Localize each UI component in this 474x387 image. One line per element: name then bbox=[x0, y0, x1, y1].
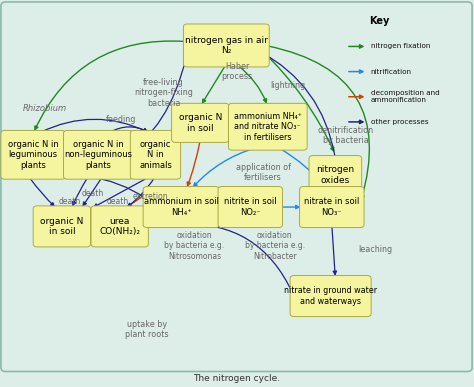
Text: nitrogen gas in air
N₂: nitrogen gas in air N₂ bbox=[185, 36, 268, 55]
Text: nitrate in soil
NO₃⁻: nitrate in soil NO₃⁻ bbox=[304, 197, 359, 217]
FancyBboxPatch shape bbox=[309, 156, 362, 195]
Text: organic N
in soil: organic N in soil bbox=[179, 113, 222, 133]
Text: free-living
nitrogen-fixing
bacteria: free-living nitrogen-fixing bacteria bbox=[134, 78, 193, 108]
Text: nitrate in ground water
and waterways: nitrate in ground water and waterways bbox=[284, 286, 377, 306]
Text: denitrification
by bacteria: denitrification by bacteria bbox=[318, 126, 374, 145]
Text: organic N
in soil: organic N in soil bbox=[40, 217, 83, 236]
FancyBboxPatch shape bbox=[130, 130, 181, 179]
Text: organic
N in
animals: organic N in animals bbox=[139, 140, 172, 170]
FancyBboxPatch shape bbox=[300, 187, 364, 228]
Text: death: death bbox=[59, 197, 81, 206]
Text: Haber
process: Haber process bbox=[221, 62, 253, 81]
Text: organic N in
non-leguminous
plants: organic N in non-leguminous plants bbox=[64, 140, 132, 170]
Text: death: death bbox=[82, 189, 103, 198]
Text: death: death bbox=[107, 197, 128, 206]
Text: ammonium NH₄⁺
and nitrate NO₃⁻
in fertilisers: ammonium NH₄⁺ and nitrate NO₃⁻ in fertil… bbox=[234, 112, 302, 142]
Text: Key: Key bbox=[369, 16, 389, 26]
FancyBboxPatch shape bbox=[172, 103, 229, 142]
Text: urea
CO(NH₂)₂: urea CO(NH₂)₂ bbox=[99, 217, 140, 236]
Text: feeding: feeding bbox=[106, 115, 136, 125]
Text: nitrification: nitrification bbox=[371, 68, 411, 75]
Text: nitrogen
oxides: nitrogen oxides bbox=[316, 165, 355, 185]
Text: excretion: excretion bbox=[133, 192, 169, 201]
Text: ammonium in soil
NH₄⁺: ammonium in soil NH₄⁺ bbox=[144, 197, 219, 217]
Text: nitrogen fixation: nitrogen fixation bbox=[371, 43, 430, 50]
Text: The nitrogen cycle.: The nitrogen cycle. bbox=[193, 374, 281, 383]
Text: organic N in
leguminous
plants: organic N in leguminous plants bbox=[8, 140, 59, 170]
FancyBboxPatch shape bbox=[228, 103, 307, 150]
FancyBboxPatch shape bbox=[91, 206, 148, 247]
FancyBboxPatch shape bbox=[1, 130, 65, 179]
Text: lightning: lightning bbox=[271, 80, 306, 90]
FancyBboxPatch shape bbox=[183, 24, 269, 67]
Text: leaching: leaching bbox=[358, 245, 392, 254]
FancyBboxPatch shape bbox=[143, 187, 219, 228]
Text: decomposition and
ammonification: decomposition and ammonification bbox=[371, 90, 439, 103]
Text: oxidation
by bacteria e.g.
Nitrosomonas: oxidation by bacteria e.g. Nitrosomonas bbox=[164, 231, 224, 261]
Text: oxidation
by bacteria e.g.
Nitrobacter: oxidation by bacteria e.g. Nitrobacter bbox=[245, 231, 305, 261]
FancyBboxPatch shape bbox=[33, 206, 91, 247]
FancyBboxPatch shape bbox=[290, 276, 371, 317]
Text: uptake by
plant roots: uptake by plant roots bbox=[125, 320, 169, 339]
Text: application of
fertilisers: application of fertilisers bbox=[236, 163, 291, 182]
Text: nitrite in soil
NO₂⁻: nitrite in soil NO₂⁻ bbox=[224, 197, 277, 217]
FancyBboxPatch shape bbox=[64, 130, 133, 179]
FancyBboxPatch shape bbox=[218, 187, 283, 228]
Text: Rhizobium: Rhizobium bbox=[23, 104, 67, 113]
Text: other processes: other processes bbox=[371, 119, 428, 125]
